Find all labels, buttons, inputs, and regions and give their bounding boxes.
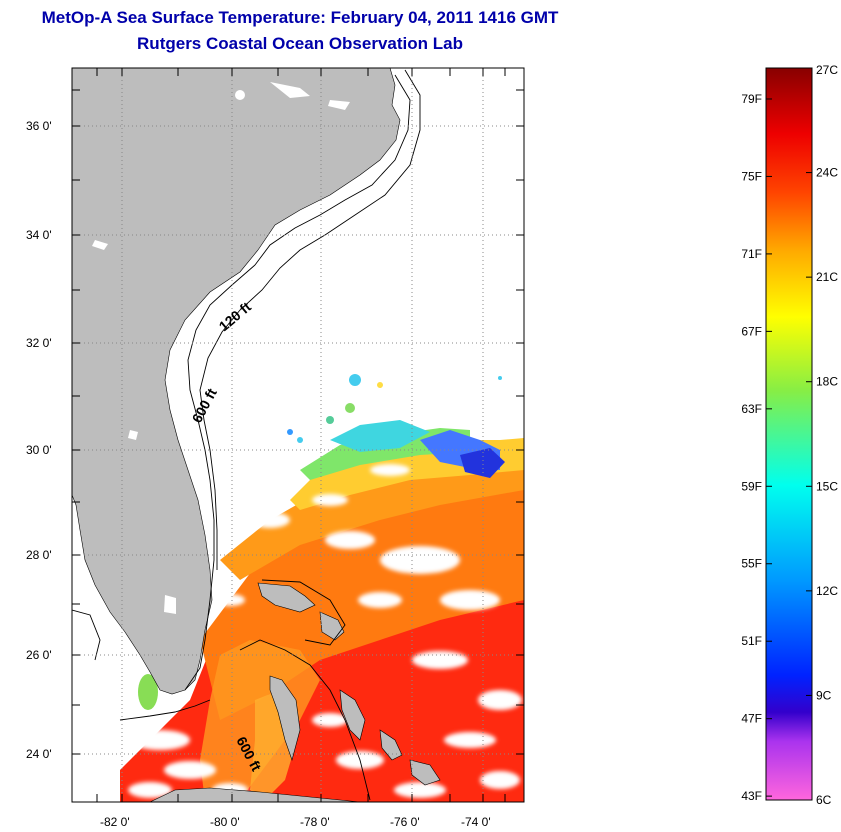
colorbar-f-label: 43F (741, 789, 762, 803)
latitude-labels: 36 0' 34 0' 32 0' 30 0' 28 0' 26 0' 24 0… (26, 119, 52, 761)
colorbar-f-label: 71F (741, 247, 762, 261)
longitude-labels: -82 0' -80 0' -78 0' -76 0' -74 0' (100, 815, 491, 829)
lon-label: -80 0' (210, 815, 240, 829)
lat-label: 32 0' (26, 336, 52, 350)
colorbar-f-label: 59F (741, 479, 762, 493)
colorbar-ticks (766, 67, 812, 801)
sst-data-layer (120, 374, 524, 802)
lat-label: 24 0' (26, 747, 52, 761)
frame-ticks (72, 68, 524, 802)
colorbar-c-label: 21C (816, 270, 838, 284)
colorbar-gradient (765, 67, 813, 801)
colorbar: 79F 75F 71F 67F 63F 59F 55F 51F 47F 43F 27C 24C 21C… (741, 63, 838, 807)
colorbar-c-label: 24C (816, 166, 838, 180)
lon-label: -78 0' (300, 815, 330, 829)
map-subtitle: Rutgers Coastal Ocean Observation Lab (137, 34, 463, 53)
isobath-contours (72, 69, 421, 801)
land (72, 68, 441, 802)
colorbar-f-label: 79F (741, 92, 762, 106)
graticule (72, 68, 524, 802)
lon-label: -82 0' (100, 815, 130, 829)
lat-label: 28 0' (26, 548, 52, 562)
colorbar-f-label: 67F (741, 324, 762, 338)
inland-water (92, 82, 350, 614)
lat-label: 36 0' (26, 119, 52, 133)
colorbar-c-label: 18C (816, 375, 838, 389)
map-frame (71, 67, 525, 803)
lat-label: 34 0' (26, 228, 52, 242)
colorbar-c-label: 27C (816, 63, 838, 77)
colorbar-c-label: 6C (816, 793, 832, 807)
colorbar-c-label: 15C (816, 479, 838, 493)
colorbar-f-label: 75F (741, 169, 762, 183)
colorbar-f-label: 63F (741, 402, 762, 416)
colorbar-f-label: 55F (741, 557, 762, 571)
lat-label: 26 0' (26, 648, 52, 662)
lon-label: -76 0' (390, 815, 420, 829)
colorbar-f-label: 51F (741, 634, 762, 648)
lat-label: 30 0' (26, 443, 52, 457)
colorbar-fahrenheit-labels: 79F 75F 71F 67F 63F 59F 55F 51F 47F 43F (741, 92, 762, 803)
colorbar-celsius-labels: 27C 24C 21C 18C 15C 12C 9C 6C (816, 63, 838, 807)
colorbar-c-label: 9C (816, 688, 832, 702)
colorbar-c-label: 12C (816, 584, 838, 598)
colorbar-f-label: 47F (741, 712, 762, 726)
lon-label: -74 0' (461, 815, 491, 829)
map-title: MetOp-A Sea Surface Temperature: Februar… (41, 8, 559, 27)
